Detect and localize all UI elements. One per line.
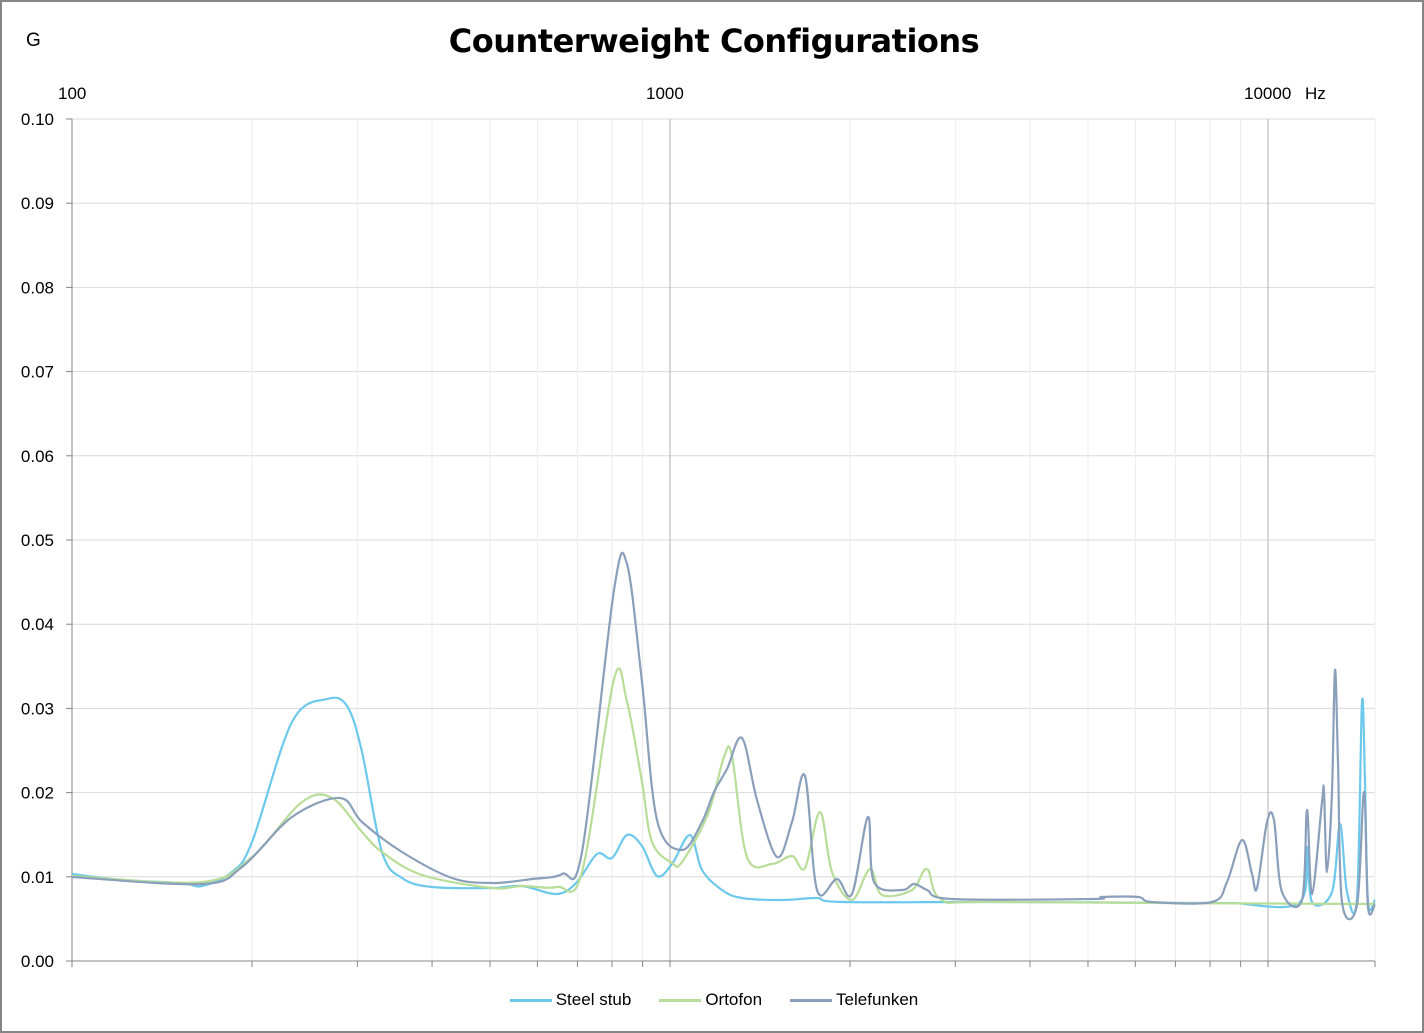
- legend-item-telefunken[interactable]: Telefunken: [790, 990, 918, 1010]
- y-tick-label: 0.10: [21, 110, 54, 129]
- y-tick-label: 0.09: [21, 194, 54, 213]
- axes: [66, 118, 1376, 967]
- y-tick-label: 0.05: [21, 531, 54, 550]
- y-axis-unit-label: G: [26, 30, 41, 51]
- x-tick-label: 10000: [1244, 84, 1291, 103]
- legend-swatch: [509, 998, 552, 1002]
- series-line-telefunken: [71, 551, 1377, 921]
- y-tick-label: 0.00: [21, 952, 54, 971]
- x-tick-label: 1000: [646, 84, 684, 103]
- y-tick-label: 0.03: [21, 699, 54, 718]
- series-line-steel-stub: [71, 696, 1377, 915]
- y-tick-label: 0.07: [21, 363, 54, 382]
- tick-labels: 0.00 0.01 0.02 0.03 0.04 0.05 0.06 0.07 0.08 0.09…: [21, 84, 1326, 971]
- legend-label: Telefunken: [836, 990, 919, 1009]
- legend-label: Steel stub: [555, 990, 632, 1009]
- y-tick-label: 0.01: [21, 868, 54, 887]
- gridlines: [72, 118, 1376, 961]
- legend-swatch: [790, 998, 833, 1002]
- x-axis-unit-label: Hz: [1305, 84, 1326, 103]
- y-tick-label: 0.04: [21, 615, 54, 634]
- chart-title: Counterweight Configurations: [448, 22, 980, 60]
- series-line-ortofon: [71, 667, 1376, 906]
- legend: Steel stub Ortofon Telefunken: [2, 990, 1422, 1010]
- series-lines: [71, 551, 1377, 921]
- legend-item-steel-stub[interactable]: Steel stub: [509, 990, 632, 1010]
- legend-item-ortofon[interactable]: Ortofon: [659, 990, 762, 1010]
- legend-swatch: [659, 998, 702, 1002]
- y-tick-label: 0.02: [21, 784, 54, 803]
- y-tick-label: 0.08: [21, 278, 54, 297]
- y-tick-label: 0.06: [21, 447, 54, 466]
- x-tick-label: 100: [58, 84, 86, 103]
- legend-label: Ortofon: [705, 990, 763, 1009]
